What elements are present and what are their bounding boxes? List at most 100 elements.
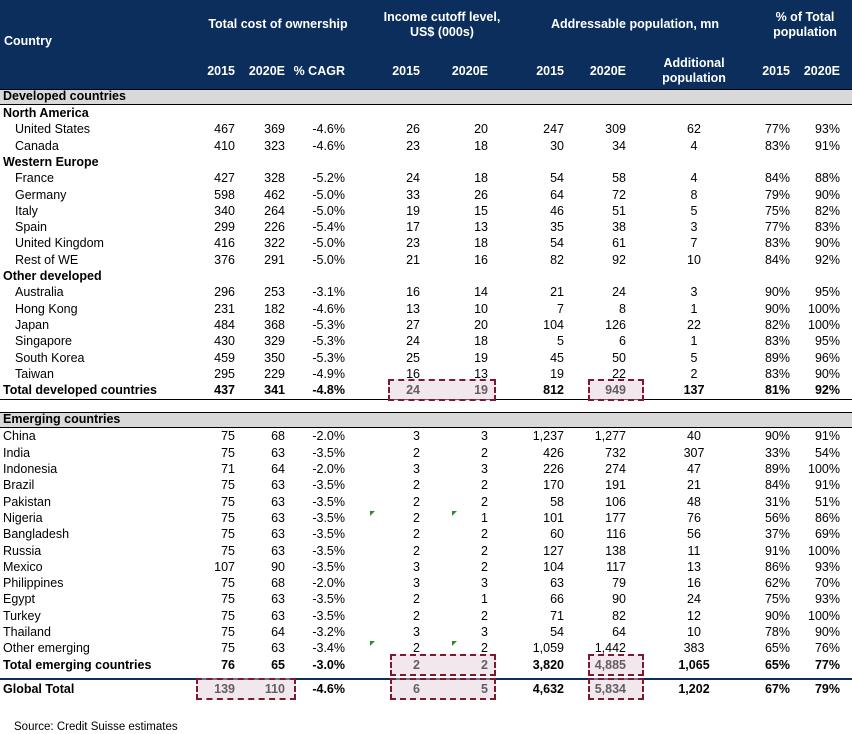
cell-tco-2020e: 63 — [271, 445, 285, 460]
cell-pop-2020e: 58 — [612, 171, 626, 186]
cell-tco-2020e: 322 — [264, 236, 285, 251]
row-label: Italy — [15, 203, 38, 218]
comment-indicator-icon — [452, 641, 457, 647]
row-label: Western Europe — [3, 154, 99, 169]
cell-income-2015: 3 — [413, 559, 420, 574]
cell-pct-2020e: 93% — [814, 592, 840, 607]
table-row: Italy 340 264 -5.0% 19 15 46 51 5 75% 82% — [0, 203, 852, 219]
row-label: China — [3, 429, 36, 444]
cell-income-2020e: 13 — [474, 220, 488, 235]
cell-income-2020e: 19 — [474, 350, 488, 365]
cell-income-2020e: 18 — [474, 334, 488, 349]
cell-tco-cagr: -5.3% — [312, 317, 345, 332]
cell-pop-additional: 22 — [687, 317, 701, 332]
cell-pop-2015: 64 — [550, 187, 564, 202]
cell-pop-additional: 5 — [690, 203, 698, 218]
cell-income-2015: 2 — [413, 527, 420, 542]
group-header: Other developed — [0, 268, 852, 284]
row-label: Indonesia — [3, 462, 58, 476]
cell-tco-cagr: -3.2% — [312, 625, 345, 639]
group-header: North America — [0, 105, 852, 121]
cell-tco-cagr: -4.6% — [312, 681, 345, 696]
table-row: Hong Kong 231 182 -4.6% 13 10 7 8 1 90% 100% — [0, 301, 852, 317]
highlight-income-global — [390, 677, 496, 700]
row-label: Australia — [15, 285, 64, 300]
cell-pop-additional: 383 — [683, 641, 705, 656]
cell-tco-2015: 376 — [214, 252, 235, 267]
highlight-pop2020-emerging — [588, 653, 644, 676]
row-label: Singapore — [15, 334, 72, 349]
cell-income-2015: 3 — [413, 429, 420, 444]
cell-pop-2020e: 177 — [605, 510, 626, 525]
cell-tco-2015: 75 — [221, 625, 235, 639]
cell-tco-cagr: -3.4% — [312, 641, 345, 656]
cell-pop-2020e: 4,885 — [594, 657, 626, 672]
cell-tco-2020e: 229 — [264, 366, 285, 381]
cell-income-2020e: 2 — [481, 641, 488, 656]
cell-pop-2015: 30 — [550, 138, 564, 153]
table-row: Canada 410 323 -4.6% 23 18 30 34 4 83% 91% — [0, 138, 852, 154]
cell-pop-2015: 247 — [543, 122, 564, 137]
cell-pop-2015: 1,059 — [532, 641, 564, 656]
row-label: North America — [3, 106, 89, 120]
header-country: Country — [4, 34, 52, 48]
cell-income-2015: 26 — [406, 122, 420, 137]
cell-pop-additional: 21 — [687, 478, 701, 493]
cell-income-2020e: 2 — [481, 478, 488, 493]
cell-pct-2015: 89% — [764, 462, 790, 476]
cell-tco-2020e: 182 — [264, 301, 285, 316]
cell-tco-2020e: 63 — [271, 592, 285, 607]
cell-income-2020e: 3 — [481, 625, 488, 639]
cell-income-2015: 24 — [406, 171, 420, 186]
table-row: Egypt 75 63 -3.5% 2 1 66 90 24 75% 93% — [0, 591, 852, 607]
cell-tco-2020e: 368 — [264, 317, 285, 332]
cell-tco-cagr: -3.5% — [312, 592, 345, 607]
cell-tco-2020e: 64 — [271, 462, 285, 476]
cell-pop-2020e: 22 — [612, 366, 626, 381]
cell-income-2020e: 5 — [481, 681, 488, 696]
cell-pct-2015: 37% — [764, 527, 790, 542]
cell-income-2020e: 16 — [474, 252, 488, 267]
cell-tco-2020e: 63 — [271, 527, 285, 542]
cell-pop-2015: 35 — [550, 220, 564, 235]
table-row: France 427 328 -5.2% 24 18 54 58 4 84% 88% — [0, 170, 852, 186]
cell-pct-2015: 77% — [764, 122, 790, 137]
cell-tco-2015: 296 — [214, 285, 235, 300]
cell-pct-2020e: 90% — [814, 625, 840, 639]
cell-tco-2020e: 329 — [264, 334, 285, 349]
cell-tco-2015: 71 — [221, 462, 235, 476]
cell-tco-2020e: 63 — [271, 641, 285, 656]
cell-pct-2015: 90% — [764, 285, 790, 300]
cell-pct-2020e: 100% — [808, 462, 840, 476]
row-label: Total emerging countries — [3, 657, 152, 672]
table-row: Bangladesh 75 63 -3.5% 2 2 60 116 56 37% 69% — [0, 526, 852, 542]
cell-tco-cagr: -3.5% — [312, 608, 345, 623]
comment-indicator-icon — [370, 510, 375, 516]
cell-pct-2020e: 92% — [814, 383, 840, 398]
header-pct-total-population: % of Total population — [773, 10, 837, 39]
row-label: Japan — [15, 317, 50, 332]
row-label: Pakistan — [3, 494, 51, 509]
cell-pct-2015: 75% — [764, 592, 790, 607]
cell-pop-2015: 54 — [550, 236, 564, 251]
table-row: Singapore 430 329 -5.3% 24 18 5 6 1 83% 95% — [0, 333, 852, 349]
cell-pct-2015: 86% — [764, 559, 790, 574]
cell-pop-2020e: 8 — [619, 301, 626, 316]
cell-tco-2015: 459 — [214, 350, 235, 365]
cell-pop-additional: 1,065 — [678, 657, 710, 672]
cell-pop-2020e: 50 — [612, 350, 626, 365]
subheader-income-2015: 2015 — [392, 64, 420, 78]
cell-income-2015: 13 — [406, 301, 420, 316]
cell-pop-2015: 127 — [543, 543, 564, 558]
cell-tco-2015: 598 — [214, 187, 235, 202]
row-label: Taiwan — [15, 366, 54, 381]
section-header: Developed countries — [0, 89, 852, 105]
cell-income-2015: 3 — [413, 625, 420, 639]
row-label: Rest of WE — [15, 252, 79, 267]
cell-tco-2020e: 291 — [264, 252, 285, 267]
cell-pop-2015: 5 — [557, 334, 564, 349]
row-label: South Korea — [15, 350, 85, 365]
subheader-tco-2015: 2015 — [207, 64, 235, 78]
cell-tco-2020e: 341 — [264, 383, 285, 398]
cell-income-2020e: 13 — [474, 366, 488, 381]
